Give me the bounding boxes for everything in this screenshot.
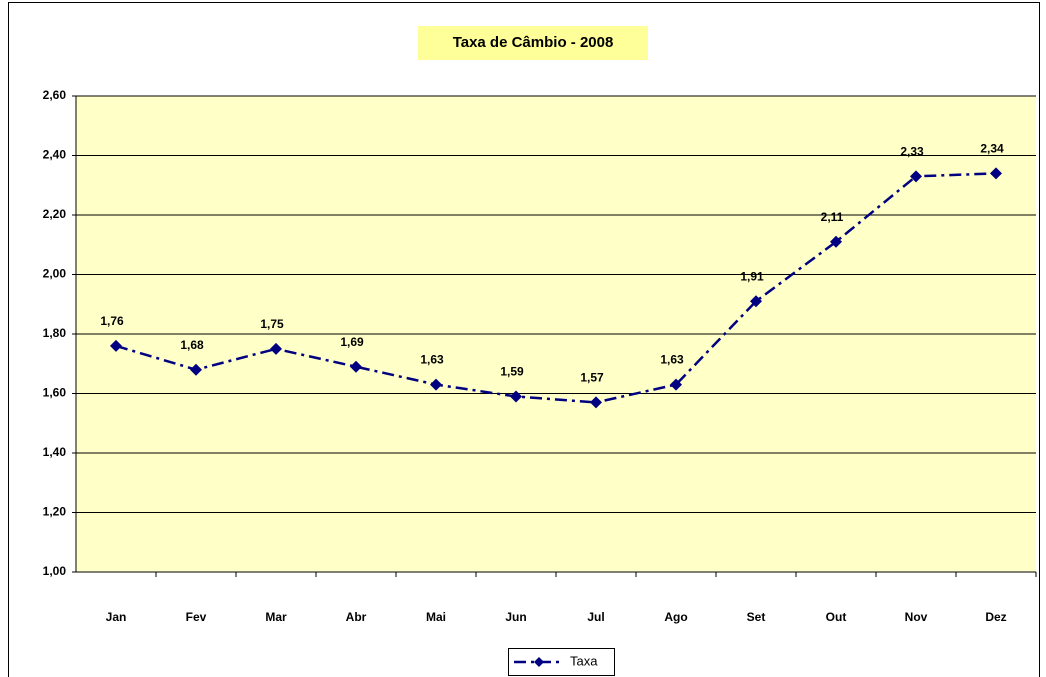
x-tick-label: Jun (505, 610, 526, 624)
point-marker (270, 342, 282, 355)
x-tick-label: Jan (106, 610, 127, 624)
point-marker (110, 339, 122, 352)
data-label: 1,59 (500, 365, 524, 379)
x-tick-label: Mar (265, 610, 287, 624)
data-label: 1,68 (180, 338, 204, 352)
data-label: 1,57 (580, 371, 604, 385)
y-tick-label: 1,20 (43, 505, 67, 519)
chart-title: Taxa de Câmbio - 2008 (453, 34, 614, 51)
y-tick-label: 1,80 (43, 326, 67, 340)
title-box (418, 26, 648, 60)
y-tick-label: 1,60 (43, 386, 67, 400)
y-tick-label: 2,60 (43, 88, 67, 102)
data-label: 1,63 (660, 353, 684, 367)
point-marker (830, 235, 842, 248)
series-line (115, 172, 997, 404)
y-tick-label: 1,40 (43, 445, 67, 459)
legend-box (508, 648, 615, 676)
x-tick-label: Jul (587, 610, 604, 624)
x-tick-label: Set (747, 610, 766, 624)
x-tick-label: Dez (985, 610, 1006, 624)
point-marker (990, 167, 1002, 180)
point-marker (430, 378, 442, 391)
data-label: 1,75 (260, 317, 284, 331)
y-tick-label: 2,20 (43, 207, 67, 221)
y-tick-label: 2,00 (43, 267, 67, 281)
data-label: 1,91 (740, 269, 764, 283)
data-label: 2,11 (821, 210, 844, 224)
data-label: 2,33 (900, 144, 924, 158)
point-marker (510, 390, 522, 403)
data-label: 1,76 (100, 314, 124, 328)
y-tick-label: 2,40 (43, 148, 67, 162)
x-tick-label: Out (826, 610, 847, 624)
data-label: 1,69 (340, 335, 364, 349)
x-tick-label: Fev (186, 610, 207, 624)
y-tick-label: 1,00 (43, 564, 67, 578)
point-marker (750, 295, 762, 308)
x-tick-label: Mai (426, 610, 446, 624)
point-marker (190, 363, 202, 376)
x-tick-label: Abr (346, 610, 367, 624)
x-tick-label: Nov (905, 610, 928, 624)
data-label: 1,63 (420, 353, 444, 367)
point-marker (910, 170, 922, 183)
data-label: 2,34 (980, 142, 1004, 156)
legend-label: Taxa (570, 653, 598, 668)
x-tick-label: Ago (664, 610, 687, 624)
point-marker (590, 396, 602, 409)
point-marker (670, 378, 682, 391)
legend-marker (534, 657, 544, 667)
point-marker (350, 360, 362, 373)
